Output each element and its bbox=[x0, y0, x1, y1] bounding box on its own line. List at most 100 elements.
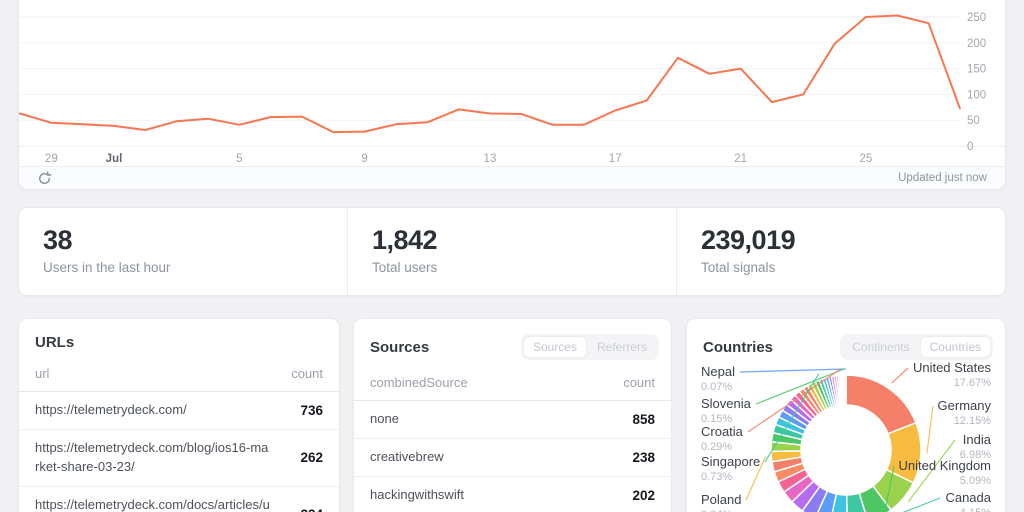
column-header-count: count bbox=[291, 366, 323, 381]
callout-label-germany: Germany 12.15% bbox=[937, 398, 991, 428]
country-percentage: 6.98% bbox=[959, 448, 991, 461]
table-row: https://telemetrydeck.com/docs/articles/… bbox=[19, 487, 339, 512]
country-percentage: 0.29% bbox=[701, 440, 733, 453]
leader-line bbox=[907, 439, 956, 502]
chart-footer: Updated just now bbox=[19, 166, 1005, 189]
country-name: Croatia bbox=[701, 424, 743, 439]
leader-line bbox=[739, 368, 846, 373]
countries-panel-title: Countries bbox=[703, 338, 774, 356]
x-tick-label: 17 bbox=[609, 153, 622, 165]
donut-segment-united-states[interactable] bbox=[845, 374, 917, 435]
x-tick-label: 13 bbox=[484, 153, 497, 165]
country-name: Singapore bbox=[701, 454, 761, 469]
leader-line bbox=[745, 456, 766, 501]
x-tick-label: 9 bbox=[361, 153, 367, 165]
count-cell: 736 bbox=[300, 402, 323, 418]
callout-label-canada: Canada 4.15% bbox=[945, 490, 991, 512]
callout-label-slovenia: Slovenia 0.15% bbox=[701, 396, 751, 426]
stat-value: 239,019 bbox=[701, 225, 796, 255]
chart-gridlines bbox=[19, 16, 1005, 147]
country-percentage: 0.73% bbox=[701, 470, 733, 483]
stat-label: Users in the last hour bbox=[43, 260, 171, 275]
users-line-series bbox=[19, 14, 961, 134]
toggle-option-countries[interactable]: Countries bbox=[919, 336, 991, 358]
country-percentage: 0.07% bbox=[701, 380, 733, 393]
stat-card-2: 239,019 Total signals bbox=[676, 208, 1005, 295]
name-cell: https://telemetrydeck.com/docs/articles/… bbox=[35, 496, 270, 512]
callout-label-poland: Poland 2.04% bbox=[701, 492, 742, 512]
callout-label-croatia: Croatia 0.29% bbox=[701, 424, 743, 454]
x-tick-label: 29 bbox=[45, 153, 58, 165]
country-name: Poland bbox=[701, 492, 742, 507]
sources-table-header: combinedSource count bbox=[354, 360, 671, 401]
donut-segments bbox=[770, 374, 922, 512]
country-name: Nepal bbox=[701, 364, 735, 379]
urls-panel: URLs url count https://telemetrydeck.com… bbox=[18, 318, 340, 512]
refresh-button[interactable] bbox=[37, 171, 52, 186]
sources-panel: Sources Sources Referrers combinedSource … bbox=[353, 318, 672, 512]
leader-line bbox=[926, 405, 934, 454]
countries-donut-chart[interactable] bbox=[687, 319, 1006, 512]
country-name: United States bbox=[912, 360, 991, 375]
callout-label-india: India 6.98% bbox=[959, 432, 991, 462]
x-tick-label: 21 bbox=[734, 153, 747, 165]
country-name: Germany bbox=[937, 398, 991, 413]
name-cell: hackingwithswift bbox=[370, 486, 464, 502]
count-cell: 858 bbox=[632, 411, 655, 427]
toggle-option-referrers[interactable]: Referrers bbox=[587, 336, 657, 358]
toggle-option-sources[interactable]: Sources bbox=[522, 336, 587, 358]
country-percentage: 5.09% bbox=[959, 474, 991, 487]
y-tick-label: 150 bbox=[967, 64, 986, 76]
users-line-chart[interactable]: 0 50 100 150 200 250 29 Jul 5 9 13 17 21 25 bbox=[19, 0, 1005, 168]
refresh-icon bbox=[39, 171, 52, 184]
leader-line bbox=[884, 465, 895, 512]
users-chart-card: 0 50 100 150 200 250 29 Jul 5 9 13 17 21 25 Updated j… bbox=[18, 0, 1006, 190]
x-tick-label: 5 bbox=[236, 153, 242, 165]
country-name: United Kingdom bbox=[898, 458, 992, 473]
table-row: none 858 bbox=[354, 401, 671, 439]
name-cell: https://telemetrydeck.com/ bbox=[35, 402, 187, 417]
table-row: https://telemetrydeck.com/blog/ios16-mar… bbox=[19, 430, 339, 487]
table-row: creativebrew 238 bbox=[354, 439, 671, 477]
continents-countries-toggle: Continents Countries bbox=[840, 334, 993, 360]
stat-card-0: 38 Users in the last hour bbox=[19, 208, 347, 295]
country-percentage: 17.67% bbox=[953, 376, 991, 389]
urls-panel-title: URLs bbox=[35, 334, 75, 351]
stats-row: 38 Users in the last hour 1,842 Total users… bbox=[18, 207, 1006, 296]
callout-label-nepal: Nepal 0.07% bbox=[701, 364, 735, 394]
leader-line bbox=[891, 367, 909, 384]
count-cell: 262 bbox=[300, 450, 323, 466]
y-tick-label: 100 bbox=[967, 89, 986, 101]
name-cell: none bbox=[370, 411, 399, 426]
toggle-option-continents[interactable]: Continents bbox=[842, 336, 919, 358]
stat-card-1: 1,842 Total users bbox=[347, 208, 676, 295]
leader-line bbox=[755, 368, 845, 405]
x-tick-label: 25 bbox=[860, 153, 873, 165]
country-percentage: 12.15% bbox=[953, 414, 991, 427]
count-cell: 202 bbox=[632, 487, 655, 503]
column-header-url: url bbox=[35, 366, 50, 381]
table-row: https://telemetrydeck.com/736 bbox=[19, 392, 339, 430]
leader-line bbox=[902, 497, 941, 512]
stat-label: Total users bbox=[372, 260, 438, 275]
urls-table-body: https://telemetrydeck.com/736 https://tel… bbox=[19, 392, 339, 512]
sources-referrers-toggle: Sources Referrers bbox=[520, 334, 659, 360]
donut-leader-lines bbox=[739, 367, 956, 512]
leader-line bbox=[747, 368, 841, 433]
name-cell: https://telemetrydeck.com/blog/ios16-mar… bbox=[35, 439, 269, 474]
callout-label-united-states: United States 17.67% bbox=[912, 360, 991, 390]
column-header-count: count bbox=[623, 375, 655, 390]
country-name: Canada bbox=[945, 490, 991, 505]
country-percentage: 4.15% bbox=[945, 507, 991, 512]
y-tick-label: 250 bbox=[967, 12, 986, 24]
stat-label: Total signals bbox=[701, 260, 776, 275]
stat-value: 38 bbox=[43, 225, 73, 255]
chart-y-axis-labels: 0 50 100 150 200 250 bbox=[967, 12, 986, 153]
country-name: India bbox=[962, 432, 991, 447]
country-name: Slovenia bbox=[701, 396, 751, 411]
count-cell: 238 bbox=[632, 449, 655, 465]
chart-x-axis-labels: 29 Jul 5 9 13 17 21 25 bbox=[45, 153, 872, 165]
callout-label-singapore: Singapore 0.73% bbox=[701, 454, 761, 484]
x-tick-label: Jul bbox=[106, 153, 123, 165]
